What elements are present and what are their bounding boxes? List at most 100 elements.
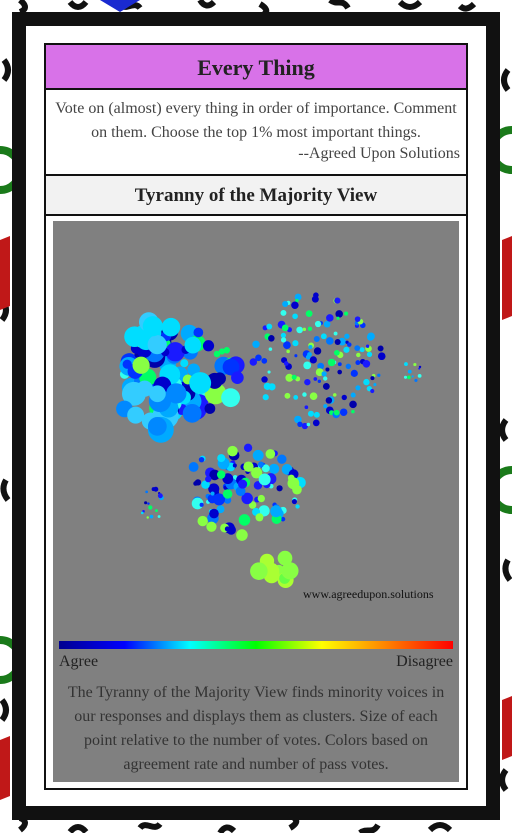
- cluster-dot: [249, 358, 258, 366]
- cluster-dot: [417, 373, 422, 378]
- cluster-dot: [333, 409, 340, 416]
- cluster-dot: [166, 383, 187, 404]
- cluster-dot: [252, 340, 260, 349]
- cluster-dot: [295, 298, 299, 303]
- cluster-dot: [314, 320, 322, 328]
- cluster-dot: [193, 481, 198, 486]
- cluster-dot: [209, 469, 220, 481]
- cluster-dot: [354, 345, 361, 351]
- cluster-dot: [270, 505, 283, 518]
- cluster-dot: [377, 345, 384, 352]
- cluster-dot: [418, 367, 421, 370]
- cluster-dot: [241, 492, 253, 505]
- cluster-dot: [182, 403, 202, 423]
- cluster-dot: [293, 395, 299, 400]
- cluster-dot: [309, 392, 318, 401]
- cluster-dot: [213, 350, 221, 358]
- cluster-dot: [373, 383, 377, 387]
- cluster-dot: [305, 310, 313, 318]
- cluster-dot: [161, 317, 181, 337]
- cluster-dot: [350, 392, 356, 398]
- cluster-dot: [235, 486, 246, 497]
- scale-right-label: Disagree: [396, 653, 453, 670]
- cluster-dot: [339, 408, 348, 416]
- cluster-dot: [202, 340, 215, 352]
- cluster-dot: [302, 392, 307, 397]
- view-panel: www.agreedupon.solutions Agree Disagree …: [53, 221, 459, 782]
- cluster-dot: [132, 356, 150, 374]
- cluster-dot: [148, 505, 153, 510]
- cluster-dot: [193, 327, 204, 338]
- cluster-dot: [266, 323, 273, 330]
- cluster-dot: [411, 375, 414, 378]
- cluster-dot: [248, 501, 257, 509]
- cluster-dot: [218, 348, 226, 355]
- cluster-dot: [291, 301, 299, 309]
- cluster-dot: [261, 358, 268, 364]
- cluster-dot: [149, 385, 166, 403]
- cluster-dot: [297, 421, 303, 427]
- cluster-dot: [216, 470, 226, 479]
- cluster-dot: [312, 419, 320, 427]
- cluster-dot: [407, 369, 412, 374]
- cluster-dot: [268, 347, 273, 351]
- view-title: Tyranny of the Majority View: [46, 176, 466, 216]
- color-scale: [59, 641, 453, 649]
- cluster-dot: [317, 362, 325, 370]
- cluster-dot: [307, 326, 313, 332]
- cluster-dot: [414, 378, 418, 382]
- cluster-dot: [199, 502, 204, 507]
- cluster-dot: [294, 293, 302, 301]
- cluster-dot: [344, 333, 350, 339]
- cluster-dot: [147, 416, 167, 436]
- cluster-dot: [334, 297, 341, 304]
- cluster-dot: [157, 493, 163, 499]
- cluster-dot: [333, 331, 338, 336]
- cluster-dot: [294, 415, 302, 424]
- cluster-dot: [325, 397, 333, 404]
- cluster-dot: [301, 422, 309, 430]
- cluster-dot: [283, 361, 289, 366]
- cluster-dot: [370, 376, 375, 381]
- cluster-dot: [404, 362, 408, 367]
- cluster-dot: [347, 342, 352, 347]
- cluster-dot: [236, 529, 248, 541]
- cluster-dot: [349, 400, 357, 409]
- description-box: [46, 90, 466, 176]
- cluster-dot: [281, 562, 299, 580]
- cluster-dot: [403, 375, 408, 379]
- cluster-dot: [157, 515, 161, 518]
- cluster-dot: [243, 461, 254, 472]
- cluster-dot: [343, 346, 350, 353]
- cluster-dot: [277, 550, 293, 566]
- cluster-dot: [255, 354, 262, 362]
- cluster-dot: [286, 349, 290, 354]
- cluster-dot: [127, 406, 145, 424]
- cluster-dot: [306, 422, 311, 427]
- cluster-dot: [281, 324, 289, 332]
- cluster-dot: [303, 361, 312, 370]
- cluster-dot: [327, 358, 336, 367]
- cluster-dot: [295, 504, 300, 509]
- cluster-dot: [332, 393, 337, 397]
- cluster-dot: [268, 335, 275, 342]
- cluster-dot: [280, 332, 286, 338]
- cluster-dot: [210, 491, 215, 496]
- cluster-dot: [227, 445, 238, 457]
- cluster-dot: [180, 359, 189, 368]
- cluster-dot: [359, 347, 365, 353]
- cluster-dot: [292, 313, 298, 320]
- description: Vote on (almost) every thing in order of…: [55, 100, 457, 141]
- cluster-dot: [201, 480, 210, 489]
- cluster-dot: [292, 340, 299, 347]
- cluster-dot: [313, 335, 320, 342]
- cluster-dot: [209, 508, 219, 519]
- cluster-dot: [188, 462, 199, 472]
- cluster-dot: [258, 505, 270, 517]
- cluster-dot: [197, 515, 208, 527]
- cluster-dot: [305, 354, 311, 360]
- cluster-dot: [147, 502, 150, 505]
- cluster-dot: [336, 316, 340, 320]
- cluster-dot: [354, 316, 361, 322]
